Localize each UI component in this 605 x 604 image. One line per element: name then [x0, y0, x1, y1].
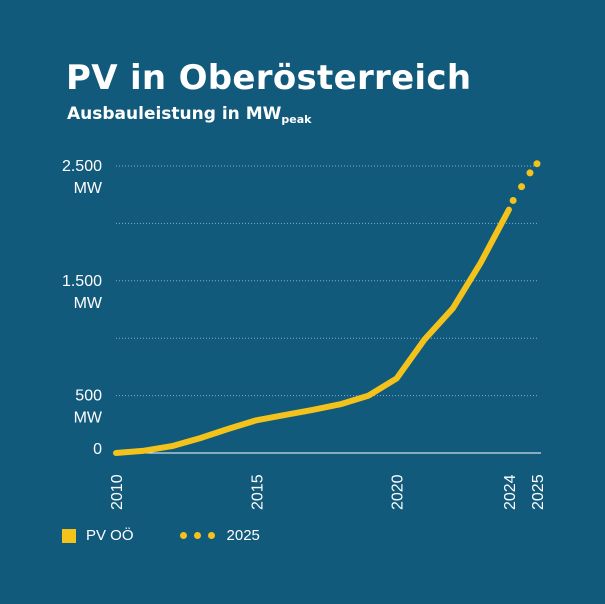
y-tick-label-0: 0 — [93, 441, 102, 458]
legend-swatch-pv — [62, 528, 76, 543]
subtitle-text: Ausbauleistung in MW — [67, 104, 282, 124]
x-tick-label-2020: 2020 — [390, 474, 407, 510]
series-line-pv-oo — [113, 206, 512, 456]
y-tick-unit-1500: MW — [74, 295, 103, 312]
x-tick-label-2025: 2025 — [530, 474, 547, 510]
y-tick-unit-500: MW — [74, 410, 103, 427]
series-point-2025 — [533, 160, 541, 168]
y-tick-label-1500: 1.500 — [62, 273, 102, 290]
x-tick-label-2015: 2015 — [249, 474, 266, 510]
series-point-2025 — [509, 196, 517, 204]
chart-title: PV in Oberösterreich — [66, 58, 472, 98]
chart-subtitle: Ausbauleistung in MWpeak — [67, 104, 311, 126]
legend-label-2025: 2025 — [226, 527, 260, 544]
subtitle-subscript: peak — [281, 113, 312, 126]
legend-dots-2025 — [179, 532, 215, 539]
series-point-2025 — [518, 183, 526, 191]
y-tick-label-2500: 2.500 — [62, 158, 102, 175]
y-tick-label-500: 500 — [75, 388, 102, 405]
y-tick-unit-2500: MW — [74, 180, 103, 197]
legend: PV OÖ 2025 — [62, 527, 260, 544]
x-tick-label-2024: 2024 — [502, 474, 519, 510]
series-point-2025 — [526, 169, 534, 177]
legend-label-pv: PV OÖ — [86, 527, 134, 544]
x-tick-label-2010: 2010 — [109, 474, 126, 510]
